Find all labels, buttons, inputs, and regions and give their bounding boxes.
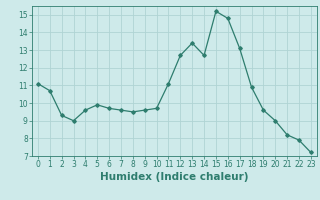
X-axis label: Humidex (Indice chaleur): Humidex (Indice chaleur) [100,172,249,182]
